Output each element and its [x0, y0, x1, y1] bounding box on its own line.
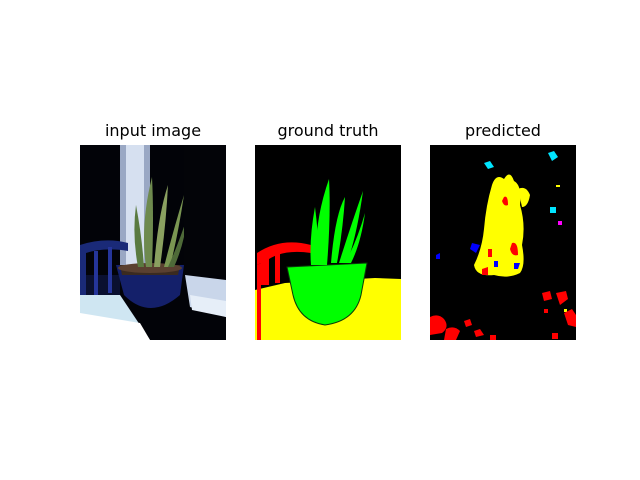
input-image-panel — [80, 145, 226, 340]
panel-title-ground-truth: ground truth — [277, 121, 379, 140]
ground-truth-mask — [255, 145, 401, 340]
panel-title-input-image: input image — [104, 121, 202, 140]
predicted-mask — [430, 145, 576, 340]
predicted-panel — [430, 145, 576, 340]
panel-title-predicted: predicted — [465, 121, 541, 140]
input-image-photo — [80, 145, 226, 340]
ground-truth-panel — [255, 145, 401, 340]
